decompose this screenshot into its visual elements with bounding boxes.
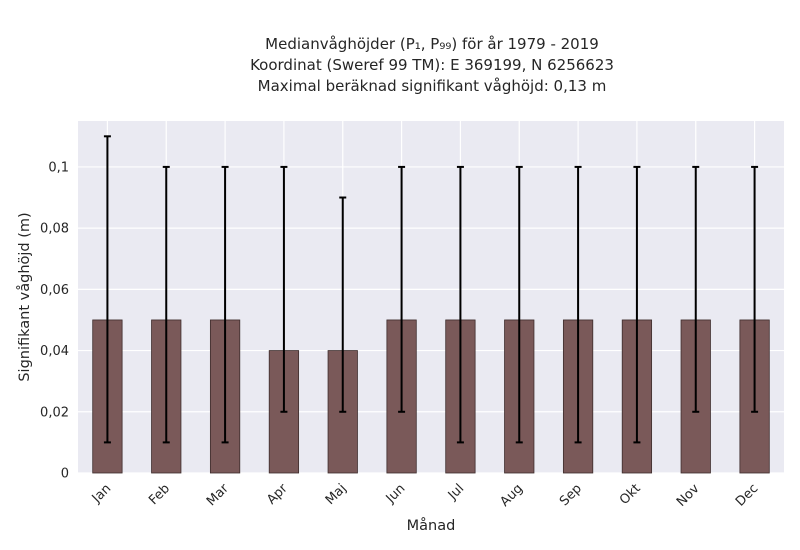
x-tick-label: Jun bbox=[383, 481, 409, 507]
y-axis-ticks: 0 0,02 0,04 0,06 0,08 0,1 bbox=[40, 160, 69, 481]
title-line-3: Maximal beräknad signifikant våghöjd: 0,… bbox=[257, 77, 607, 95]
y-axis-title: Signifikant våghöjd (m) bbox=[16, 212, 33, 381]
error-bar-mar bbox=[221, 165, 229, 444]
title-line-1: Medianvåghöjder (P₁, P₉₉) för år 1979 - … bbox=[265, 35, 599, 53]
error-bar-okt bbox=[633, 165, 641, 444]
x-tick-label: Mar bbox=[204, 481, 232, 509]
x-tick-label: Nov bbox=[674, 481, 703, 510]
error-bar-jun bbox=[398, 165, 406, 413]
error-bar-dec bbox=[751, 165, 759, 413]
y-tick-label: 0,04 bbox=[40, 344, 69, 359]
x-tick-label: Maj bbox=[323, 481, 350, 508]
error-bar-sep bbox=[574, 165, 582, 444]
title-line-2: Koordinat (Sweref 99 TM): E 369199, N 62… bbox=[250, 56, 614, 74]
error-bar-maj bbox=[339, 196, 347, 413]
error-bar-nov bbox=[692, 165, 700, 413]
error-bar-feb bbox=[162, 165, 170, 444]
x-tick-label: Okt bbox=[617, 481, 644, 508]
y-tick-label: 0,02 bbox=[40, 405, 69, 420]
error-bar-aug bbox=[515, 165, 523, 444]
y-tick-label: 0,1 bbox=[48, 160, 69, 175]
error-bar-jul bbox=[456, 165, 464, 444]
y-tick-label: 0,06 bbox=[40, 283, 69, 298]
x-tick-label: Sep bbox=[557, 481, 585, 509]
x-tick-label: Aug bbox=[498, 481, 527, 510]
chart-title: Medianvåghöjder (P₁, P₉₉) för år 1979 - … bbox=[80, 34, 784, 97]
y-tick-label: 0,08 bbox=[40, 222, 69, 237]
x-tick-label: Jan bbox=[89, 481, 114, 506]
error-bar-apr bbox=[280, 165, 288, 413]
x-tick-label: Jul bbox=[445, 481, 467, 503]
x-tick-label: Feb bbox=[146, 481, 173, 508]
error-bars bbox=[103, 135, 759, 444]
x-tick-label: Dec bbox=[733, 481, 761, 509]
plot-area bbox=[78, 121, 784, 473]
x-axis-ticks: Jan Feb Mar Apr Maj Jun Jul Aug Sep Okt Nov Dec bbox=[89, 481, 762, 510]
error-bar-jan bbox=[103, 135, 111, 444]
y-tick-label: 0 bbox=[61, 467, 69, 482]
x-tick-label: Apr bbox=[264, 481, 291, 508]
x-axis-title: Månad bbox=[407, 517, 456, 534]
